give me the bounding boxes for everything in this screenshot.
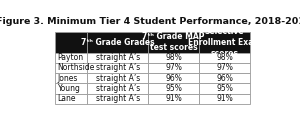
- Text: 91%: 91%: [165, 94, 182, 103]
- Text: 7ᵗʰ Grade MAP
test scores: 7ᵗʰ Grade MAP test scores: [142, 32, 205, 52]
- Bar: [148, 53, 199, 63]
- Text: Lane: Lane: [58, 94, 76, 103]
- Bar: [199, 94, 250, 104]
- Bar: [88, 94, 148, 104]
- Bar: [199, 73, 250, 83]
- Bar: [55, 32, 88, 53]
- Text: Northside: Northside: [58, 63, 95, 72]
- Bar: [148, 73, 199, 83]
- Bar: [88, 83, 148, 94]
- Text: Selective
Enrollment Exam
scores: Selective Enrollment Exam scores: [188, 27, 261, 58]
- Bar: [88, 53, 148, 63]
- Text: 96%: 96%: [165, 74, 182, 83]
- Text: straight A’s: straight A’s: [96, 53, 140, 62]
- Text: straight A’s: straight A’s: [96, 63, 140, 72]
- Text: Young: Young: [58, 84, 81, 93]
- Text: 97%: 97%: [216, 63, 233, 72]
- Bar: [55, 83, 88, 94]
- Bar: [148, 32, 199, 53]
- Text: 95%: 95%: [216, 84, 233, 93]
- Bar: [148, 63, 199, 73]
- Text: straight A’s: straight A’s: [96, 74, 140, 83]
- Text: Jones: Jones: [58, 74, 78, 83]
- Bar: [55, 73, 88, 83]
- Text: 97%: 97%: [165, 63, 182, 72]
- Text: Figure 3. Minimum Tier 4 Student Performance, 2018-2019: Figure 3. Minimum Tier 4 Student Perform…: [0, 17, 300, 26]
- Bar: [88, 63, 148, 73]
- Bar: [88, 32, 148, 53]
- Text: straight A’s: straight A’s: [96, 94, 140, 103]
- Bar: [148, 83, 199, 94]
- Bar: [199, 32, 250, 53]
- Bar: [55, 94, 88, 104]
- Bar: [199, 63, 250, 73]
- Bar: [148, 94, 199, 104]
- Text: 98%: 98%: [216, 53, 233, 62]
- Bar: [55, 63, 88, 73]
- Text: Payton: Payton: [58, 53, 84, 62]
- Text: 96%: 96%: [216, 74, 233, 83]
- Text: straight A’s: straight A’s: [96, 84, 140, 93]
- Text: 98%: 98%: [165, 53, 182, 62]
- Text: 91%: 91%: [216, 94, 233, 103]
- Bar: [88, 73, 148, 83]
- Bar: [199, 53, 250, 63]
- Bar: [55, 53, 88, 63]
- Text: 95%: 95%: [165, 84, 182, 93]
- Bar: [199, 83, 250, 94]
- Text: 7ᵗʰ Grade Grades: 7ᵗʰ Grade Grades: [81, 38, 154, 47]
